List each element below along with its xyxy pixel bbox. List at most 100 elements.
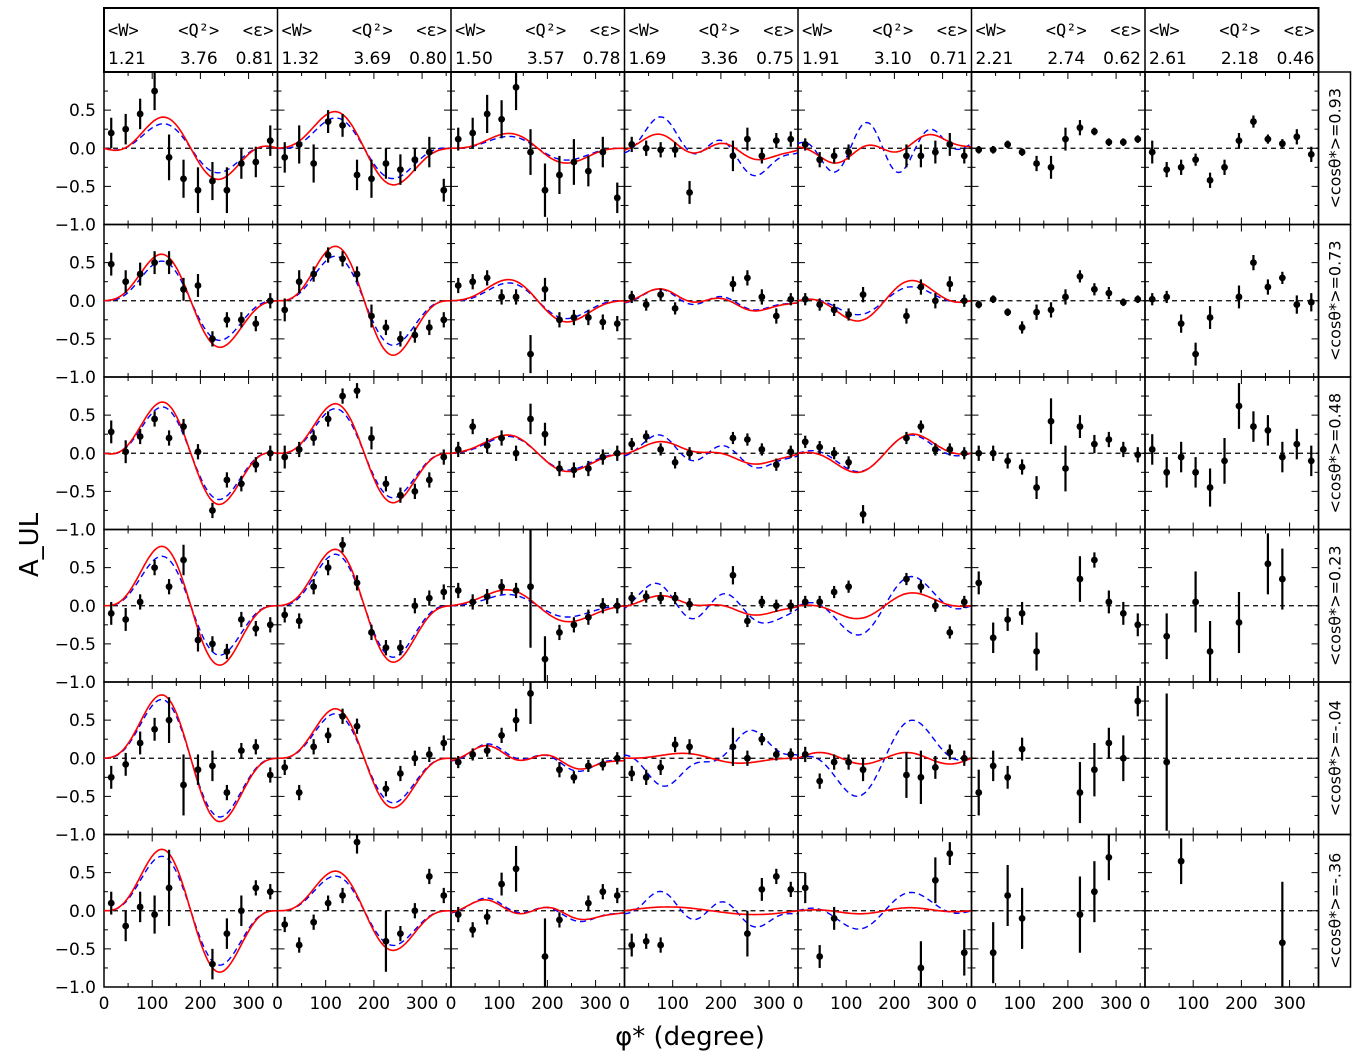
y-tick-label: 0.0 — [69, 902, 96, 922]
data-point — [469, 278, 477, 286]
header-value: 0.75 — [756, 49, 794, 69]
data-point — [1293, 133, 1301, 141]
data-point — [295, 278, 303, 286]
data-point — [671, 459, 679, 466]
data-point — [281, 154, 289, 161]
data-point — [729, 743, 737, 751]
data-point — [975, 146, 983, 154]
header-value: 3.57 — [527, 49, 565, 69]
data-point — [512, 293, 520, 301]
panel — [103, 833, 279, 988]
data-point — [469, 129, 477, 137]
solid-curve — [450, 132, 625, 164]
data-point — [743, 617, 751, 625]
solid-curve — [797, 279, 972, 322]
column-headers: <W> <Q²> <ε> 1.21 3.76 0.81 <W> <Q²> <ε> 1.32 3.69… — [103, 7, 1320, 73]
data-point — [1105, 853, 1113, 861]
data-point — [252, 158, 260, 166]
y-tick-label: −0.5 — [55, 177, 96, 197]
panel — [1144, 833, 1320, 988]
data-point — [989, 146, 997, 154]
data-point — [454, 587, 462, 594]
header-label: <Q²> — [699, 21, 740, 41]
data-point — [324, 118, 332, 125]
data-point — [946, 629, 954, 636]
data-point — [1235, 293, 1243, 301]
data-point — [411, 331, 419, 339]
panel — [623, 71, 799, 226]
data-point — [209, 177, 216, 185]
data-point — [1206, 484, 1214, 491]
data-point — [1119, 298, 1127, 306]
data-point — [454, 911, 462, 918]
data-point — [1307, 150, 1315, 158]
data-point — [107, 129, 115, 137]
data-point — [310, 743, 318, 751]
data-point — [613, 602, 621, 610]
data-point — [483, 442, 491, 450]
data-point — [281, 764, 289, 771]
y-tick-label: −0.5 — [55, 787, 96, 807]
data-point — [801, 598, 809, 606]
data-point — [541, 285, 549, 293]
data-point — [671, 304, 679, 312]
data-point — [194, 282, 202, 289]
data-point — [266, 297, 274, 305]
panel — [623, 528, 799, 683]
data-point — [1134, 621, 1142, 629]
data-point — [960, 449, 968, 457]
data-point — [252, 884, 260, 892]
data-point — [1004, 892, 1012, 899]
data-point — [310, 160, 318, 167]
data-point — [209, 960, 216, 968]
data-point — [237, 747, 245, 755]
data-point — [613, 320, 621, 328]
dashed-curve — [624, 729, 799, 787]
panel — [970, 223, 1146, 378]
data-point — [1134, 451, 1142, 459]
x-tick-label: 0 — [793, 994, 804, 1014]
header-value: 0.78 — [583, 49, 621, 69]
data-point — [1148, 446, 1156, 453]
data-point — [1018, 609, 1026, 617]
data-point — [339, 255, 346, 263]
data-point — [165, 434, 173, 442]
data-point — [1076, 911, 1084, 918]
dashed-curve — [797, 121, 972, 174]
header-label: <ε> — [937, 21, 968, 41]
data-point — [671, 146, 679, 154]
data-point — [1250, 118, 1257, 125]
data-point — [758, 735, 766, 743]
data-point — [1163, 293, 1171, 301]
panel — [276, 223, 452, 378]
data-point — [946, 280, 954, 288]
dashed-curve — [624, 116, 799, 177]
data-point — [931, 148, 939, 156]
data-point — [527, 350, 534, 358]
y-tick-label: 0.5 — [69, 406, 96, 426]
x-tick-label: 0 — [446, 994, 457, 1014]
data-point — [469, 598, 477, 606]
data-point — [223, 789, 231, 796]
header-label: <ε> — [416, 21, 447, 41]
data-point — [989, 762, 997, 770]
data-point — [483, 593, 491, 600]
data-point — [1004, 308, 1012, 316]
data-point — [1047, 417, 1055, 425]
header-value: 3.36 — [700, 49, 738, 69]
data-point — [541, 430, 549, 438]
data-point — [556, 916, 563, 924]
data-point — [801, 438, 809, 446]
data-point — [845, 148, 853, 156]
panel — [276, 376, 452, 531]
data-point — [209, 507, 216, 514]
y-tick-label: −1.0 — [55, 826, 96, 846]
data-point — [440, 186, 448, 194]
data-point — [122, 616, 130, 623]
data-point — [382, 160, 390, 167]
header-value: 1.50 — [455, 49, 493, 69]
data-point — [1033, 648, 1040, 655]
data-point — [816, 443, 824, 451]
data-point — [628, 770, 636, 777]
data-point — [122, 448, 130, 456]
